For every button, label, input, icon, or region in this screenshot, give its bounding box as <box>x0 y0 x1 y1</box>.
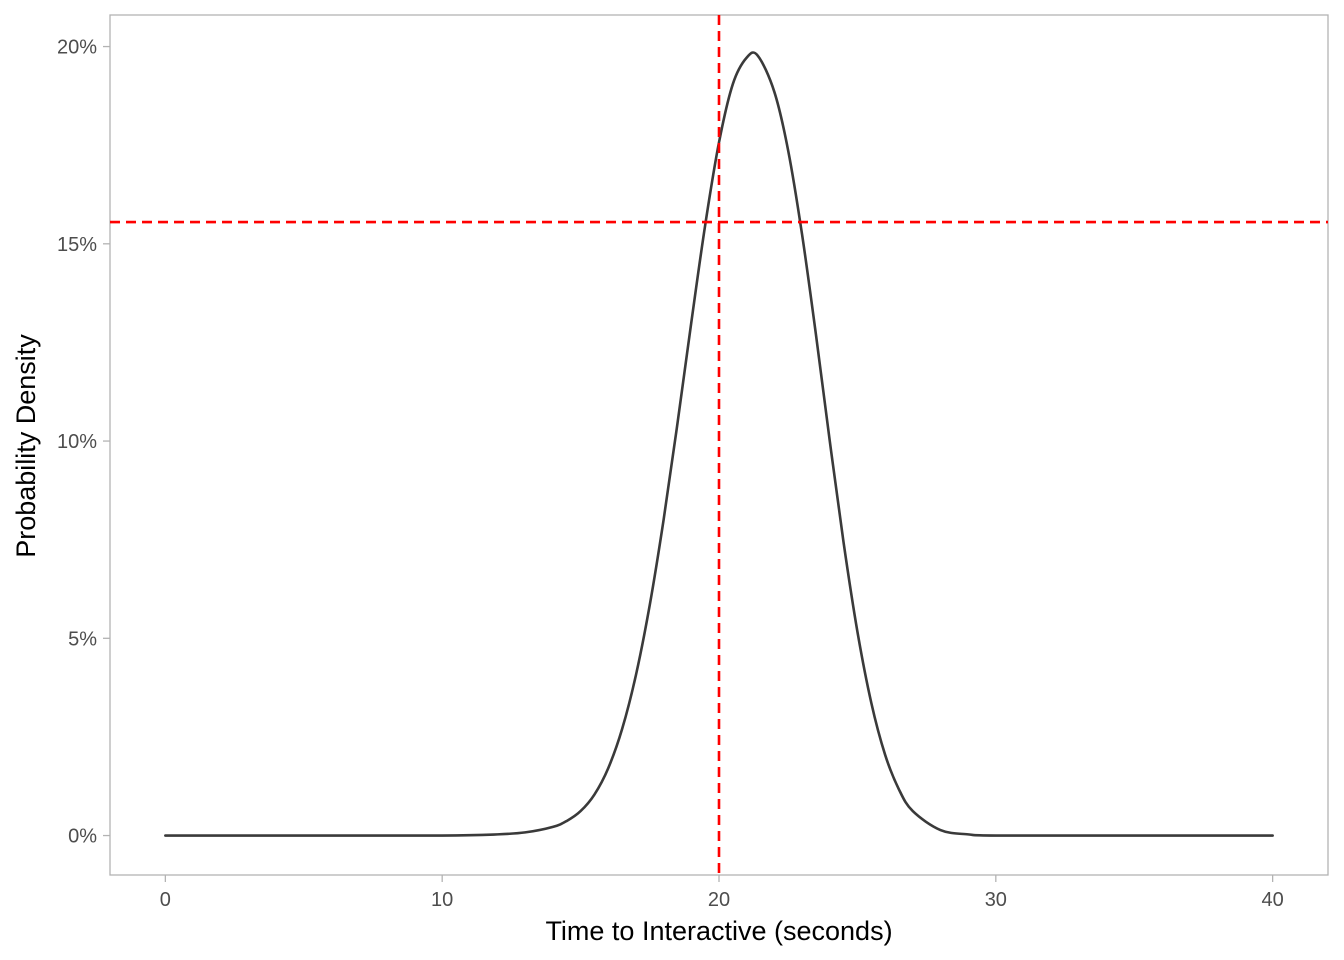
y-tick-label: 20% <box>57 37 97 59</box>
y-tick-label: 5% <box>68 628 97 650</box>
y-axis-title: Probability Density <box>11 334 41 558</box>
y-axis: 0% 5% 10% 15% 20% <box>57 37 110 848</box>
x-tick-label: 30 <box>985 889 1007 911</box>
reference-lines <box>110 15 1328 875</box>
x-axis-title: Time to Interactive (seconds) <box>545 916 892 946</box>
x-tick-label: 0 <box>160 889 171 911</box>
density-curve <box>164 51 1274 837</box>
series-layer <box>164 51 1274 837</box>
x-tick-label: 20 <box>708 889 730 911</box>
y-tick-label: 10% <box>57 431 97 453</box>
x-tick-label: 40 <box>1262 889 1284 911</box>
x-axis: 0 10 20 30 40 <box>160 875 1284 911</box>
x-tick-label: 10 <box>431 889 453 911</box>
y-tick-label: 0% <box>68 826 97 848</box>
y-tick-label: 15% <box>57 234 97 256</box>
